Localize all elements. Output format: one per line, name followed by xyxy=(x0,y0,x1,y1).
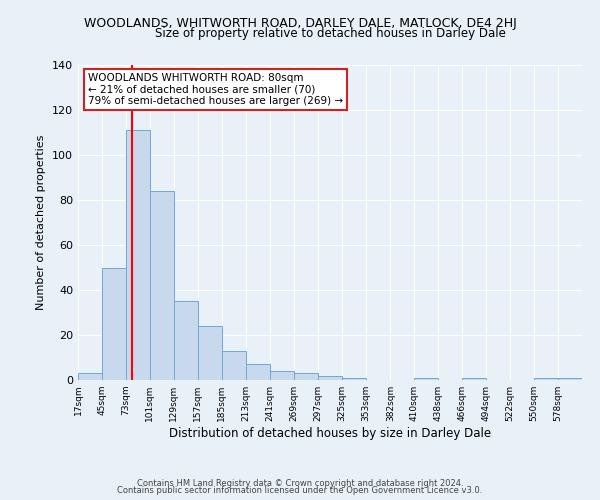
Bar xyxy=(78,373,102,380)
Bar xyxy=(534,378,558,380)
Bar xyxy=(150,191,174,380)
Bar xyxy=(269,371,293,380)
Text: WOODLANDS WHITWORTH ROAD: 80sqm
← 21% of detached houses are smaller (70)
79% of: WOODLANDS WHITWORTH ROAD: 80sqm ← 21% of… xyxy=(88,73,343,106)
Bar xyxy=(222,351,246,380)
Text: WOODLANDS, WHITWORTH ROAD, DARLEY DALE, MATLOCK, DE4 2HJ: WOODLANDS, WHITWORTH ROAD, DARLEY DALE, … xyxy=(83,18,517,30)
Bar xyxy=(462,378,486,380)
X-axis label: Distribution of detached houses by size in Darley Dale: Distribution of detached houses by size … xyxy=(169,427,491,440)
Bar xyxy=(414,378,438,380)
Bar xyxy=(317,376,341,380)
Bar xyxy=(198,326,222,380)
Bar xyxy=(246,364,269,380)
Bar xyxy=(558,378,582,380)
Bar xyxy=(102,268,126,380)
Text: Contains HM Land Registry data © Crown copyright and database right 2024.: Contains HM Land Registry data © Crown c… xyxy=(137,478,463,488)
Bar xyxy=(174,301,198,380)
Text: Contains public sector information licensed under the Open Government Licence v3: Contains public sector information licen… xyxy=(118,486,482,495)
Bar xyxy=(341,378,365,380)
Bar xyxy=(126,130,150,380)
Title: Size of property relative to detached houses in Darley Dale: Size of property relative to detached ho… xyxy=(155,27,505,40)
Y-axis label: Number of detached properties: Number of detached properties xyxy=(37,135,46,310)
Bar xyxy=(293,373,317,380)
